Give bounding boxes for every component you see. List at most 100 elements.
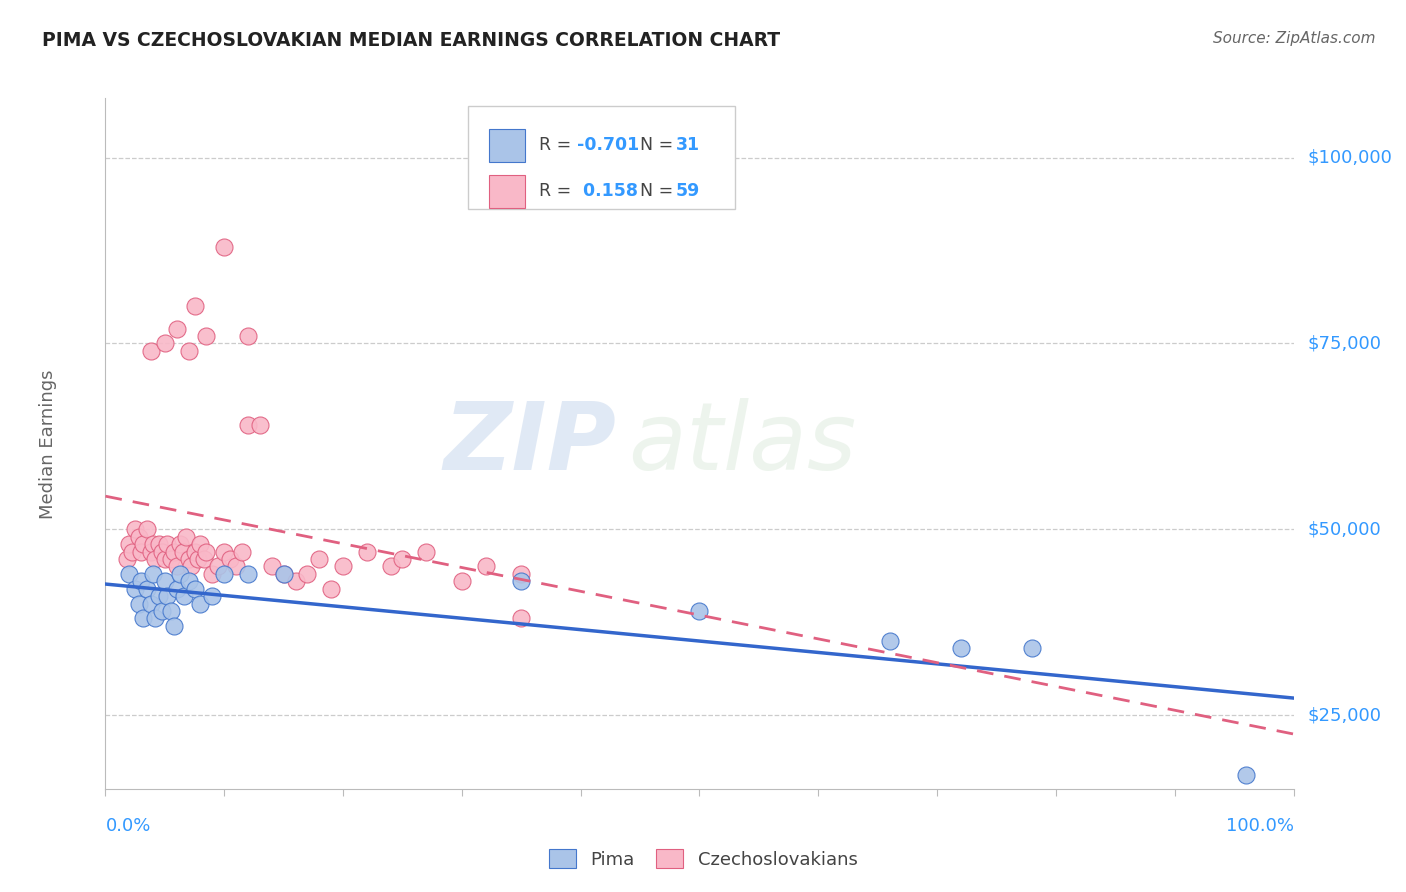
Text: Median Earnings: Median Earnings bbox=[39, 369, 58, 518]
Point bbox=[124, 522, 146, 536]
Point bbox=[153, 574, 176, 589]
Point bbox=[121, 544, 143, 558]
Point bbox=[115, 552, 138, 566]
Point bbox=[190, 537, 212, 551]
Point bbox=[380, 559, 402, 574]
Point bbox=[169, 566, 191, 581]
Text: N =: N = bbox=[640, 136, 679, 154]
Point bbox=[510, 611, 533, 625]
Point bbox=[214, 544, 236, 558]
Point bbox=[177, 343, 200, 358]
Point bbox=[139, 597, 162, 611]
Text: ZIP: ZIP bbox=[443, 398, 616, 490]
Point bbox=[183, 299, 205, 313]
Text: R =: R = bbox=[538, 182, 576, 201]
Point bbox=[159, 552, 181, 566]
Point bbox=[129, 544, 152, 558]
Point bbox=[236, 566, 259, 581]
Point bbox=[159, 604, 181, 618]
Point bbox=[183, 582, 205, 596]
Point bbox=[152, 604, 174, 618]
Point bbox=[193, 552, 215, 566]
Point bbox=[1021, 641, 1043, 656]
Point bbox=[231, 544, 253, 558]
Point bbox=[332, 559, 354, 574]
Point bbox=[321, 582, 343, 596]
Point bbox=[118, 566, 141, 581]
Point bbox=[124, 582, 146, 596]
Point bbox=[187, 552, 209, 566]
Point bbox=[391, 552, 413, 566]
Point bbox=[136, 522, 159, 536]
Point bbox=[148, 589, 170, 603]
Point bbox=[173, 589, 195, 603]
Text: 59: 59 bbox=[676, 182, 700, 201]
Text: PIMA VS CZECHOSLOVAKIAN MEDIAN EARNINGS CORRELATION CHART: PIMA VS CZECHOSLOVAKIAN MEDIAN EARNINGS … bbox=[42, 31, 780, 50]
Point bbox=[180, 559, 202, 574]
Point bbox=[949, 641, 972, 656]
Point bbox=[163, 544, 186, 558]
Point bbox=[201, 566, 224, 581]
Point bbox=[879, 633, 901, 648]
Point bbox=[225, 559, 247, 574]
Point bbox=[249, 418, 271, 433]
Text: $50,000: $50,000 bbox=[1308, 520, 1381, 538]
FancyBboxPatch shape bbox=[489, 128, 524, 161]
Point bbox=[195, 329, 218, 343]
Point bbox=[142, 566, 165, 581]
Point bbox=[689, 604, 711, 618]
Point bbox=[152, 544, 174, 558]
FancyBboxPatch shape bbox=[468, 106, 735, 209]
Point bbox=[284, 574, 307, 589]
Point bbox=[143, 611, 166, 625]
Point bbox=[136, 582, 159, 596]
Point bbox=[118, 537, 141, 551]
Point bbox=[148, 537, 170, 551]
Point bbox=[142, 537, 165, 551]
Point bbox=[166, 321, 188, 335]
Legend: Pima, Czechoslovakians: Pima, Czechoslovakians bbox=[541, 841, 865, 876]
Point bbox=[273, 566, 295, 581]
Point bbox=[236, 329, 259, 343]
Point bbox=[166, 582, 188, 596]
Point bbox=[214, 566, 236, 581]
Text: Source: ZipAtlas.com: Source: ZipAtlas.com bbox=[1212, 31, 1375, 46]
Point bbox=[201, 589, 224, 603]
Point bbox=[166, 559, 188, 574]
Point bbox=[415, 544, 437, 558]
Point bbox=[153, 336, 176, 351]
Point bbox=[132, 537, 155, 551]
Text: 0.0%: 0.0% bbox=[105, 817, 150, 835]
Text: 100.0%: 100.0% bbox=[1226, 817, 1294, 835]
Point bbox=[1234, 767, 1257, 781]
Text: 0.158: 0.158 bbox=[576, 182, 638, 201]
Point bbox=[190, 597, 212, 611]
Point bbox=[195, 544, 218, 558]
Point bbox=[177, 574, 200, 589]
Point bbox=[183, 544, 205, 558]
Point bbox=[156, 537, 179, 551]
Text: $25,000: $25,000 bbox=[1308, 706, 1382, 724]
Point bbox=[450, 574, 472, 589]
Text: $75,000: $75,000 bbox=[1308, 334, 1382, 352]
Point bbox=[129, 574, 152, 589]
Point bbox=[219, 552, 242, 566]
Point bbox=[143, 552, 166, 566]
Point bbox=[308, 552, 330, 566]
Text: 31: 31 bbox=[676, 136, 700, 154]
FancyBboxPatch shape bbox=[489, 175, 524, 208]
Point bbox=[273, 566, 295, 581]
Point bbox=[174, 530, 197, 544]
Point bbox=[153, 552, 176, 566]
Text: atlas: atlas bbox=[628, 398, 856, 490]
Point bbox=[139, 343, 162, 358]
Point bbox=[169, 537, 191, 551]
Point bbox=[510, 574, 533, 589]
Point bbox=[214, 240, 236, 254]
Point bbox=[128, 597, 150, 611]
Point bbox=[260, 559, 283, 574]
Point bbox=[510, 566, 533, 581]
Point bbox=[297, 566, 319, 581]
Point bbox=[128, 530, 150, 544]
Point bbox=[132, 611, 155, 625]
